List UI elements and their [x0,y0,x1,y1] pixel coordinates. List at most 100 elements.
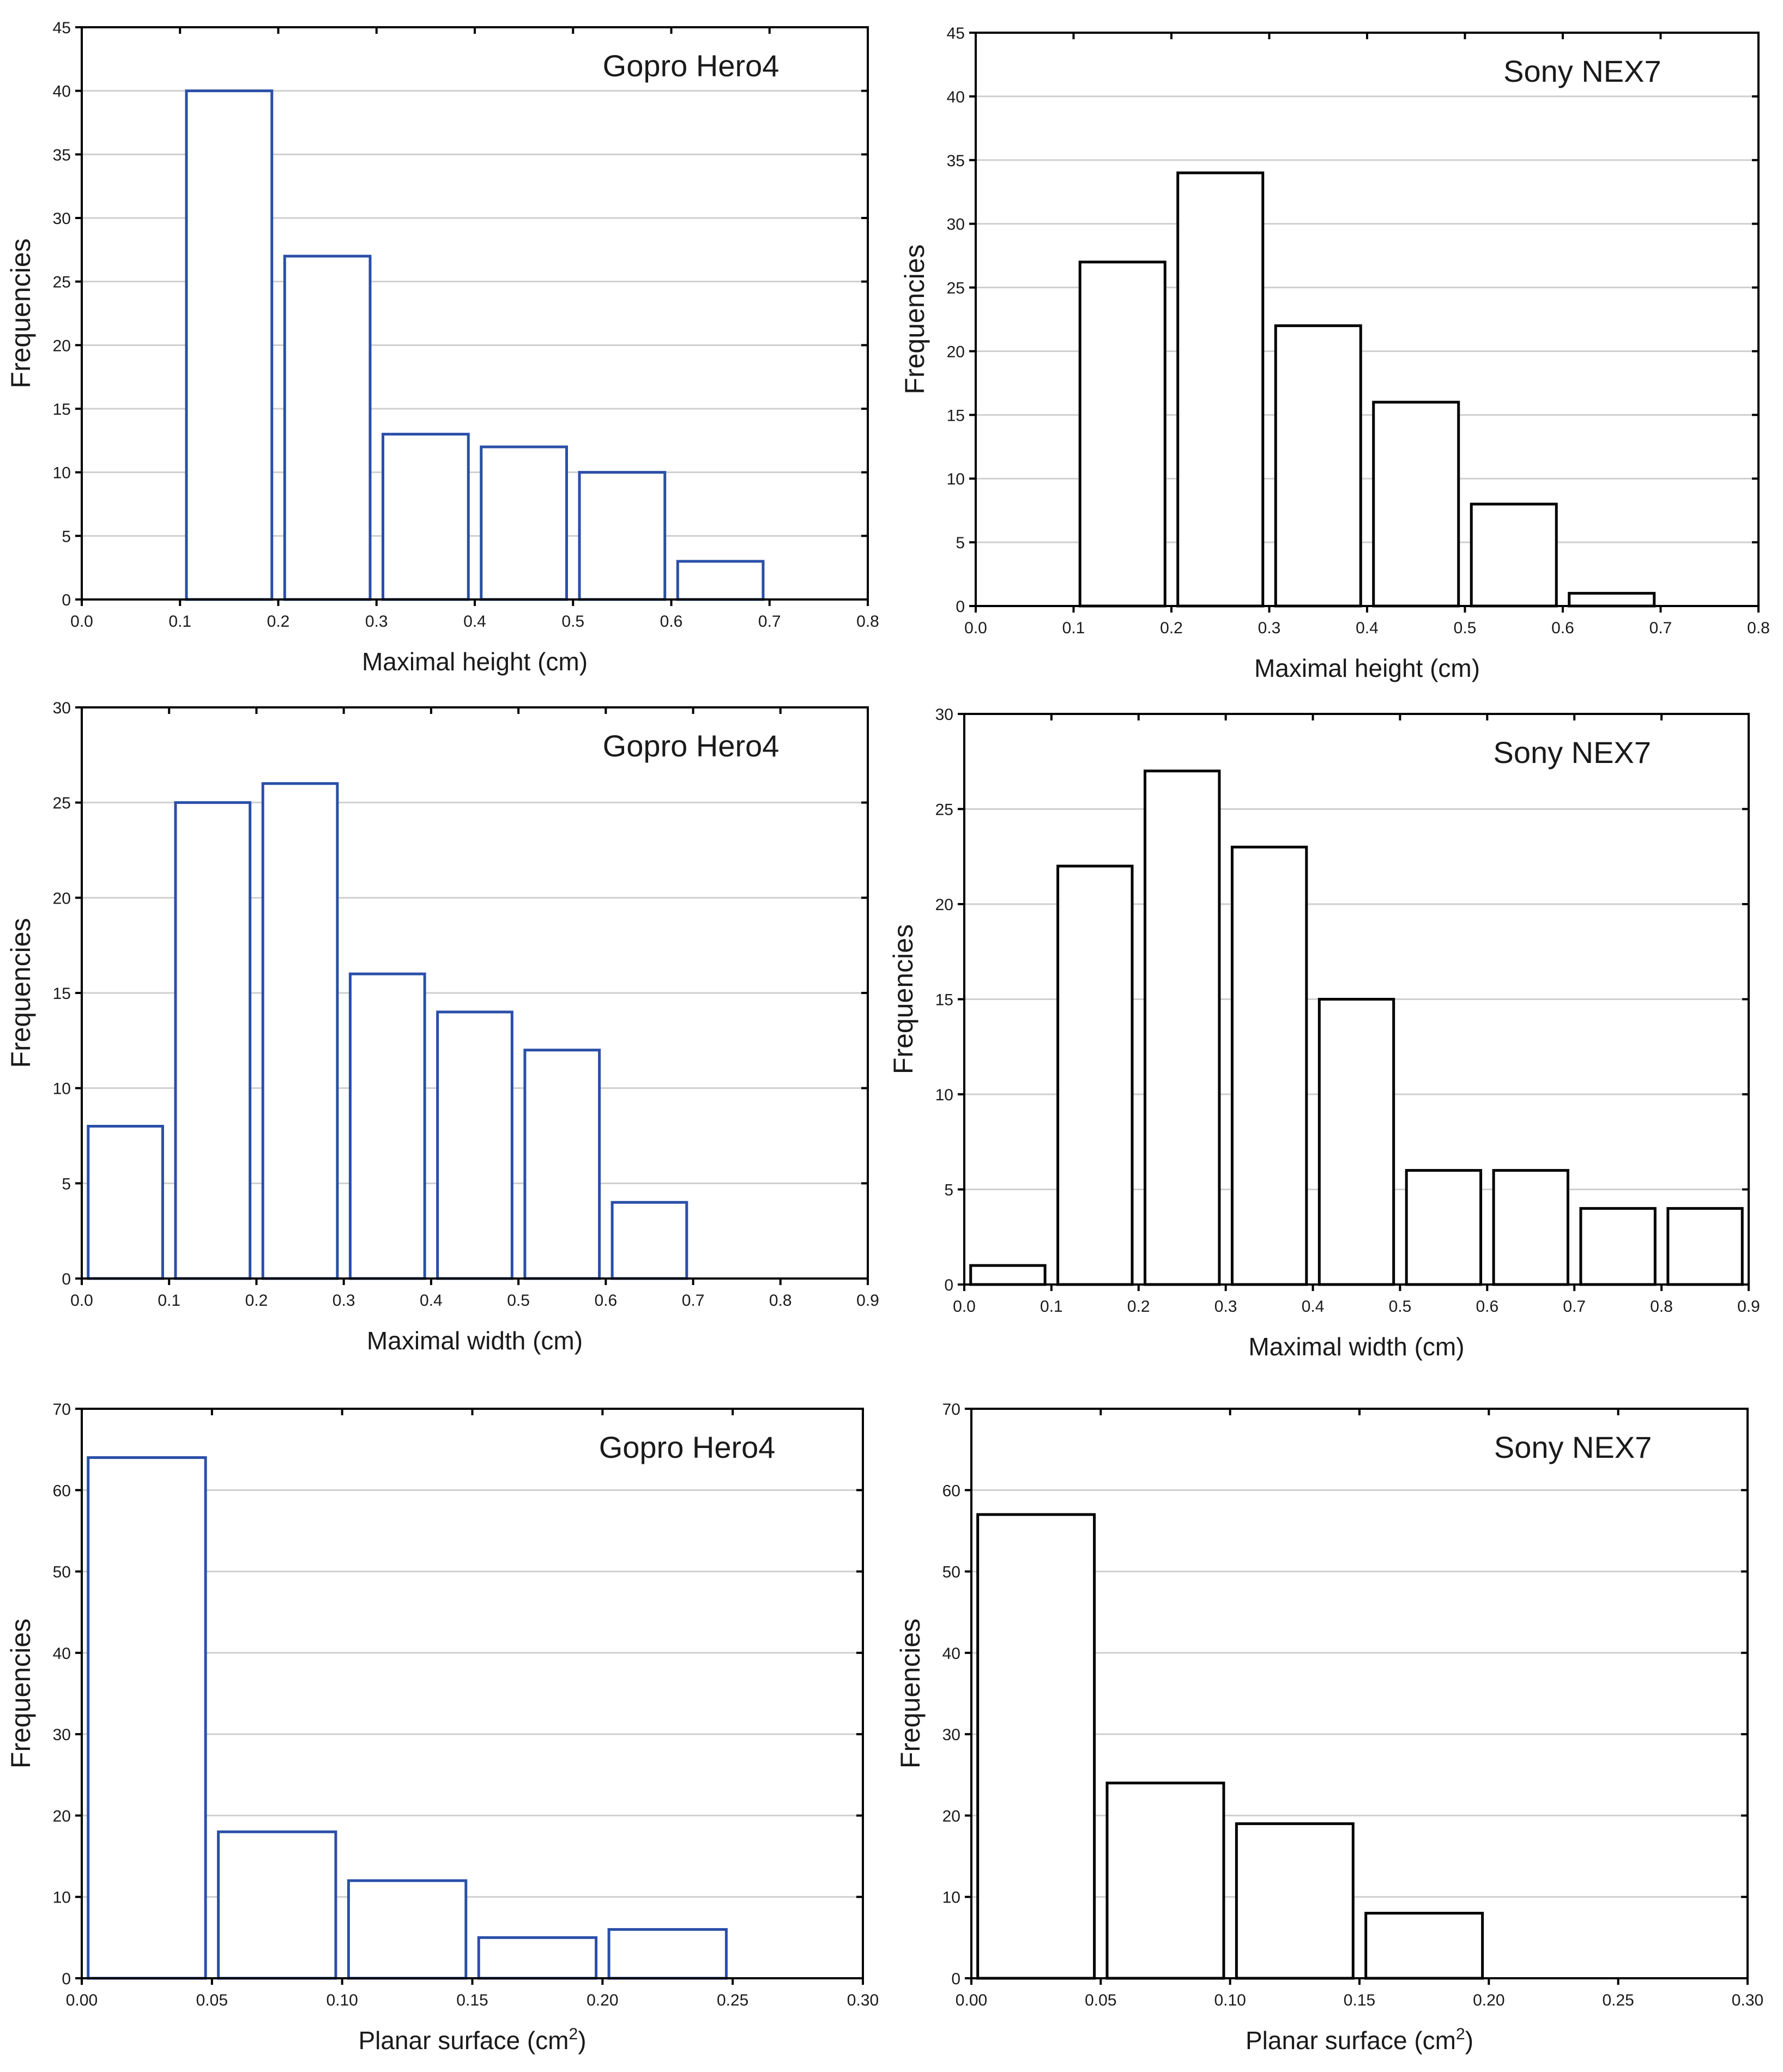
chart-title: Sony NEX7 [1503,54,1661,88]
y-tick-label: 30 [53,1726,71,1744]
histogram-bar [283,255,372,601]
x-axis-label: Maximal width (cm) [367,1326,583,1355]
histogram-bar [87,1456,207,1980]
histogram-bar [1230,845,1308,1286]
histogram-bar [1568,592,1656,608]
x-tick-label: 0.4 [1302,1298,1325,1316]
x-tick-label: 0.2 [1160,619,1183,637]
plot-frame [81,1408,864,1979]
panel-gopro-width: 0 5 10 15 20 25 30 0.0 0.1 0.2 0.3 0.4 0.5 0.6 0.7 0.8 0… [5,699,879,1355]
histogram-bar [436,1010,513,1280]
x-tick-label: 0.8 [1747,619,1770,637]
x-axis-label-superscript: 2 [1456,2025,1465,2043]
x-tick-label: 0.25 [1602,1991,1634,2009]
panel-sony-height: 0 5 10 15 20 25 30 35 40 45 0.0 0.1 0.2 0.3 0.4 0.5 0.6 0… [899,25,1770,682]
x-axis-label: Maximal width (cm) [1248,1332,1464,1361]
x-tick-label: 0.5 [1454,619,1477,637]
x-axis-label: Maximal height (cm) [1254,654,1480,682]
x-tick-label: 0.5 [561,613,584,631]
y-tick-label: 10 [947,470,965,488]
histogram-bar [1176,171,1265,608]
histogram-bar [261,782,339,1280]
y-tick-label: 50 [53,1564,71,1582]
x-tick-label: 0.1 [158,1292,180,1310]
histogram-bar [1579,1207,1657,1286]
y-axis-label: Frequencies [899,244,930,394]
chart-title: Gopro Hero4 [599,1430,776,1464]
y-tick-label: 20 [935,896,953,914]
x-tick-label: 0.05 [1085,1991,1116,2009]
y-axis-label: Frequencies [888,924,918,1074]
x-tick-label: 0.6 [594,1292,617,1310]
x-axis-label: Planar surface (cm2) [1246,2025,1473,2055]
y-tick-label: 70 [942,1401,960,1419]
y-tick-label: 0 [62,1970,71,1988]
y-tick-label: 60 [53,1482,71,1500]
chart-title: Gopro Hero4 [603,729,779,763]
histogram-bar [87,1125,164,1280]
histogram-bar [1666,1207,1744,1286]
x-tick-label: 0.1 [1062,619,1085,637]
y-tick-label: 20 [947,343,965,361]
x-tick-label: 0.3 [1214,1298,1237,1316]
y-tick-label: 30 [53,210,71,228]
histogram-bar [480,445,568,601]
y-tick-label: 40 [942,1645,960,1663]
chart-title: Sony NEX7 [1493,735,1651,770]
histogram-bar [1144,770,1221,1286]
chart-title: Gopro Hero4 [603,49,779,83]
histogram-bar [174,801,252,1280]
x-tick-label: 0.8 [856,613,879,631]
histogram-bar [607,1928,728,1980]
histogram-bar [382,433,470,601]
x-tick-label: 0.25 [717,1991,748,2009]
histogram-bar [348,972,426,1280]
plot-frame [81,26,869,601]
panel-sony-width: 0 5 10 15 20 25 30 0.0 0.1 0.2 0.3 0.4 0.5 0.6 0.7 0.8 0… [888,706,1760,1361]
plot-frame [963,713,1750,1286]
y-tick-label: 25 [935,801,953,819]
histogram-bar [1105,1782,1225,1980]
histogram-bar [578,471,667,601]
y-tick-label: 5 [956,534,965,552]
x-tick-label: 0.7 [1649,619,1672,637]
x-tick-label: 0.9 [856,1292,879,1310]
histogram-bar [347,1879,468,1980]
x-tick-label: 0.5 [507,1292,530,1310]
histogram-bar [477,1936,598,1980]
x-tick-label: 0.00 [66,1991,98,2009]
y-tick-label: 15 [935,991,953,1009]
x-tick-label: 0.3 [365,613,388,631]
y-tick-label: 30 [935,706,953,724]
x-tick-label: 0.0 [964,619,987,637]
histogram-bar [676,560,765,601]
histogram-bar [217,1830,337,1980]
y-tick-label: 40 [947,88,965,106]
plot-frame [970,1408,1749,1979]
y-tick-label: 20 [53,889,71,907]
y-axis-label: Frequencies [5,238,36,388]
histogram-bar [969,1264,1047,1286]
y-tick-label: 10 [53,1889,71,1907]
x-tick-label: 0.2 [267,613,290,631]
y-tick-label: 45 [53,19,71,37]
histogram-bar [1492,1169,1569,1286]
x-tick-label: 0.6 [660,613,683,631]
x-axis-label-text: Maximal height (cm) [1254,654,1480,682]
histogram-bar [1470,502,1558,608]
x-axis-label: Maximal height (cm) [362,647,588,676]
x-tick-label: 0.9 [1737,1298,1760,1316]
x-tick-label: 0.1 [168,613,191,631]
y-tick-label: 0 [62,591,71,609]
y-tick-label: 5 [62,1175,71,1193]
histogram-bar [976,1513,1096,1980]
x-tick-label: 0.30 [847,1991,879,2009]
y-tick-label: 15 [53,401,71,419]
x-axis-label-superscript: 2 [569,2025,578,2043]
x-tick-label: 0.7 [758,613,781,631]
y-tick-label: 0 [951,1970,960,1988]
x-tick-label: 0.30 [1732,1991,1763,2009]
y-tick-label: 30 [942,1726,960,1744]
histogram-bar [1405,1169,1483,1286]
histogram-bar [523,1049,601,1280]
